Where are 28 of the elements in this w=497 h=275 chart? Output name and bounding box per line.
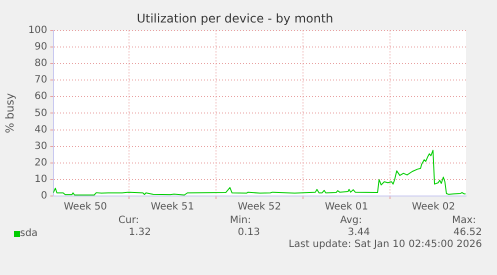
x-tick-label: Week 51 bbox=[150, 202, 194, 213]
x-tick-label: Week 01 bbox=[324, 202, 368, 213]
y-axis-title: % busy bbox=[3, 92, 16, 134]
x-tick-label: Week 50 bbox=[64, 202, 108, 213]
y-tick-label: 50 bbox=[34, 108, 48, 119]
text: Cur: bbox=[118, 215, 139, 226]
text: 3.44 bbox=[348, 227, 370, 238]
x-tick-label: Week 02 bbox=[412, 202, 456, 213]
y-tick-label: 100 bbox=[28, 24, 48, 36]
y-tick-label: 20 bbox=[34, 157, 48, 168]
legend-label: sda bbox=[20, 228, 38, 239]
text: Avg: bbox=[340, 215, 362, 226]
text: Max: bbox=[452, 215, 476, 226]
y-tick-label: 10 bbox=[34, 174, 48, 186]
x-tick-label: Week 52 bbox=[238, 202, 282, 213]
text: 46.52 bbox=[453, 227, 482, 238]
text: Min: bbox=[230, 215, 251, 226]
y-tick-label: 0 bbox=[40, 190, 48, 202]
y-tick-label: 90 bbox=[34, 42, 48, 53]
text: 1.32 bbox=[128, 227, 151, 238]
y-tick-label: 60 bbox=[34, 91, 48, 102]
text: Last update: Sat Jan 10 02:45:00 2026 bbox=[288, 239, 482, 250]
y-tick-label: 40 bbox=[34, 124, 48, 136]
chart-title: Utilization per device - by month bbox=[136, 11, 334, 26]
y-tick-label: 30 bbox=[34, 140, 48, 152]
y-tick-label: 70 bbox=[34, 74, 48, 86]
y-tick-label: 80 bbox=[34, 58, 48, 70]
text: 0.13 bbox=[238, 227, 260, 238]
